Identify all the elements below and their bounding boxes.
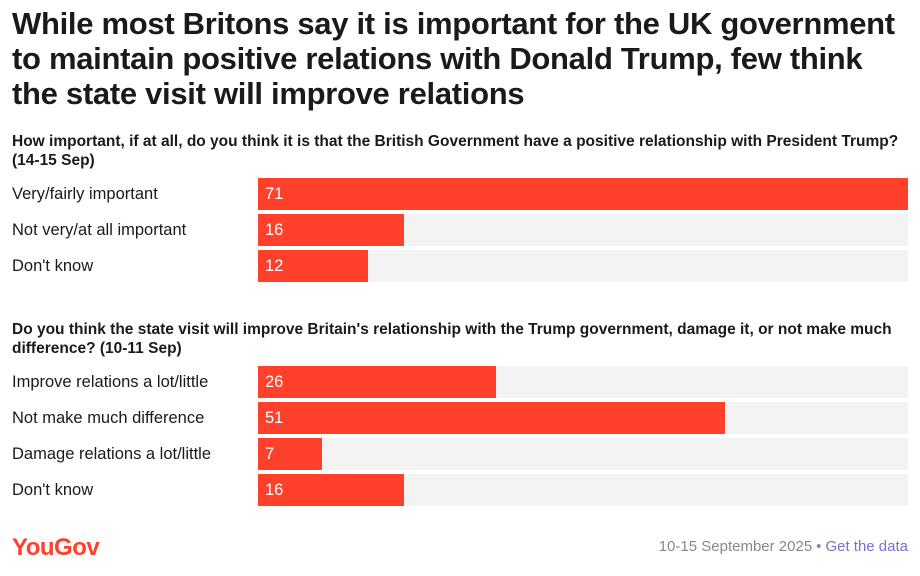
value-label: 12 <box>265 257 284 275</box>
category-label: Not very/at all important <box>12 221 187 239</box>
bar-row: Not make much difference 51 <box>12 402 908 434</box>
category-label: Very/fairly important <box>12 185 158 203</box>
category-label: Don't know <box>12 257 94 275</box>
category-label: Improve relations a lot/little <box>12 373 209 391</box>
value-label: 7 <box>265 445 275 463</box>
bar-track: 71 <box>258 178 908 210</box>
bar[interactable]: 26 <box>258 366 496 398</box>
bar-track: 16 <box>258 214 908 246</box>
question-2: Do you think the state visit will improv… <box>12 321 892 357</box>
bar-row: Improve relations a lot/little 26 <box>12 366 908 398</box>
footer: 10-15 September 2025 • Get the data <box>659 538 908 555</box>
bar[interactable]: 7 <box>258 438 322 470</box>
value-label: 71 <box>265 185 284 203</box>
bar[interactable]: 51 <box>258 402 725 434</box>
bar-row: Not very/at all important 16 <box>12 214 908 246</box>
bar-row: Very/fairly important 71 <box>12 178 908 210</box>
question-1: How important, if at all, do you think i… <box>12 133 899 169</box>
footer-separator: • <box>816 538 822 555</box>
value-label: 26 <box>265 373 284 391</box>
bar[interactable]: 12 <box>258 250 368 282</box>
bar-track: 26 <box>258 366 908 398</box>
bar[interactable]: 71 <box>258 178 908 210</box>
bar-row: Don't know 12 <box>12 250 908 282</box>
bar[interactable]: 16 <box>258 474 404 506</box>
value-label: 16 <box>265 221 284 239</box>
bar-row: Don't know 16 <box>12 474 908 506</box>
category-label: Not make much difference <box>12 409 205 427</box>
bar-track: 12 <box>258 250 908 282</box>
get-the-data-link[interactable]: Get the data <box>825 538 908 555</box>
bar[interactable]: 16 <box>258 214 404 246</box>
yougov-logo[interactable]: YouGov <box>12 534 100 561</box>
bar-track: 7 <box>258 438 908 470</box>
category-label: Don't know <box>12 481 94 499</box>
chart-title: While most Britons say it is important f… <box>12 6 895 111</box>
value-label: 16 <box>265 481 284 499</box>
bar-row: Damage relations a lot/little 7 <box>12 438 908 470</box>
footer-date: 10-15 September 2025 <box>658 538 813 555</box>
bar-track: 16 <box>258 474 908 506</box>
bar-track: 51 <box>258 402 908 434</box>
value-label: 51 <box>265 409 284 427</box>
category-label: Damage relations a lot/little <box>12 445 212 463</box>
